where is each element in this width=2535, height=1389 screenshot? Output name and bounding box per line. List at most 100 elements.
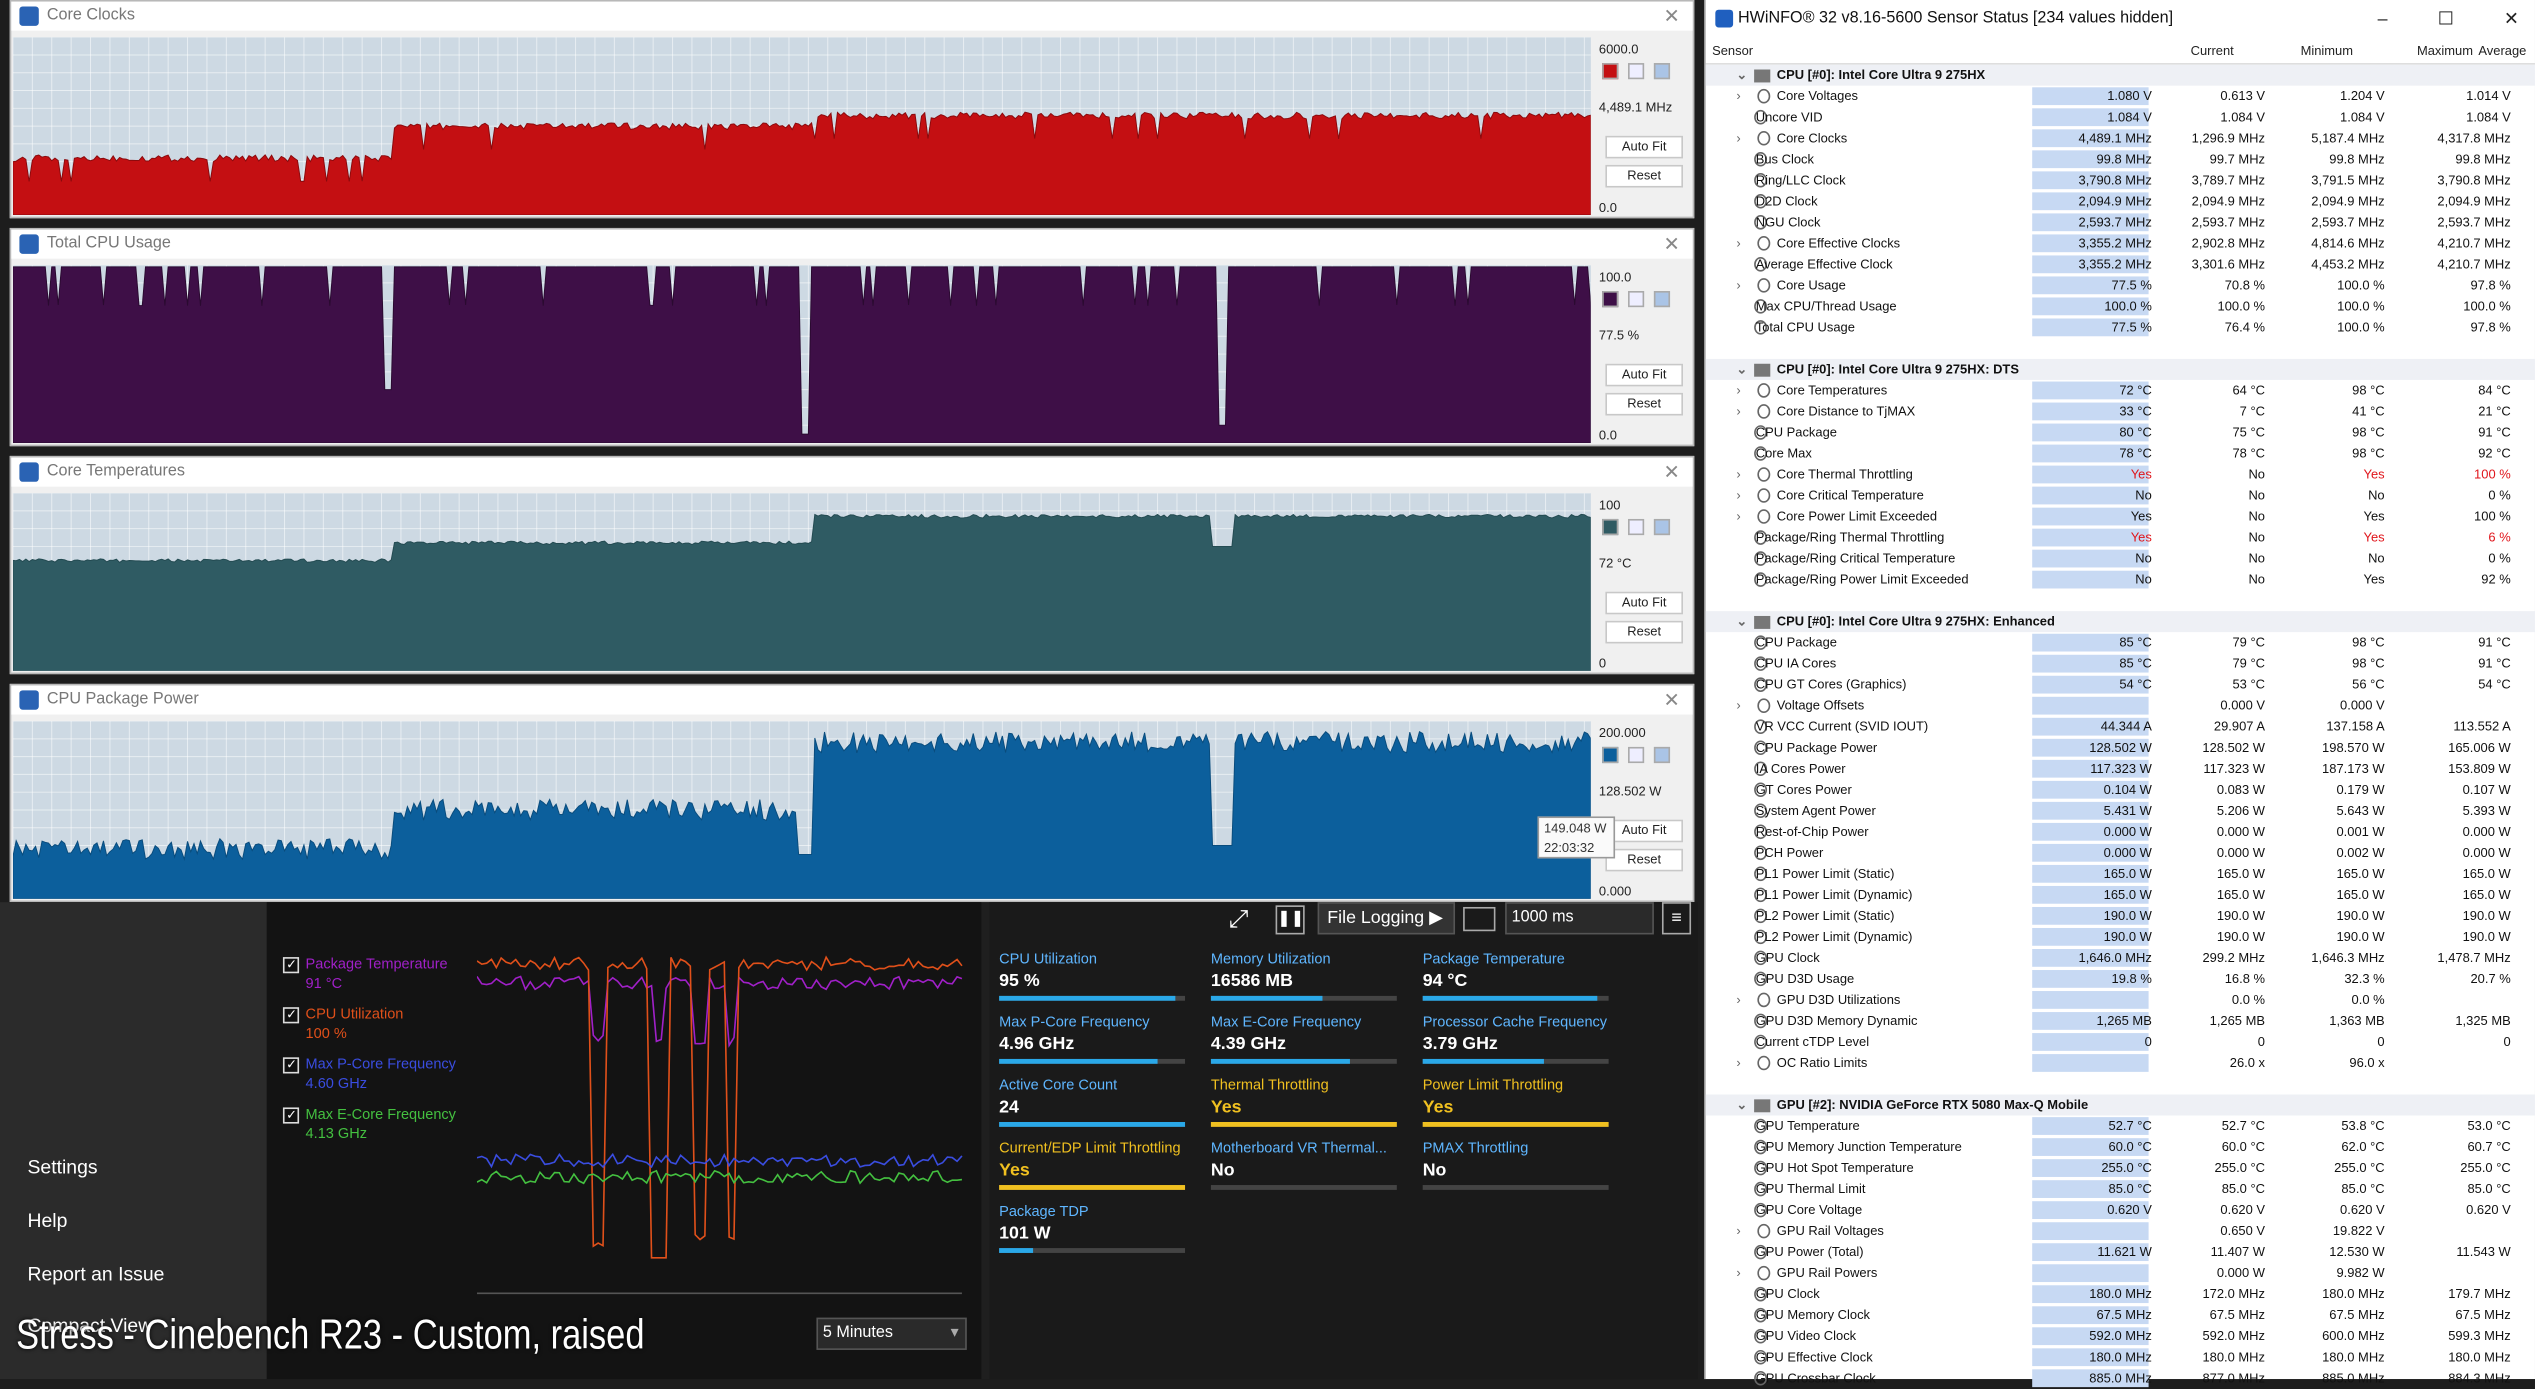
graph-color-swatch[interactable] [1602,518,1619,536]
sensor-row[interactable]: Current cTDP Level 0 0 0 0 [1706,1031,2535,1052]
window-controls[interactable]: – ☐ ✕ [2377,9,2519,30]
sensor-section-header[interactable]: ⌄ GPU [#2]: NVIDIA GeForce RTX 5080 Max-Q… [1705,1094,2535,1116]
graph-color-swatch[interactable] [1602,746,1619,764]
legend-checkbox[interactable] [282,1007,300,1024]
sensor-row[interactable]: Ring/LLC Clock 3,790.8 MHz 3,789.7 MHz 3,79… [1706,170,2535,191]
folder-icon[interactable] [1463,906,1496,932]
graph-window-3[interactable]: Core Temperatures ✕ 100 72 °C Auto Fit Re… [9,455,1695,675]
col-minimum[interactable]: Minimum [2300,43,2354,59]
collapse-icon[interactable]: ⌄ [1736,362,1748,377]
sensor-row[interactable]: Package/Ring Power Limit Exceeded No No Yes… [1706,569,2535,590]
legend-checkbox[interactable] [282,1107,300,1124]
time-range-select[interactable]: 5 Minutes ▾ [816,1317,967,1350]
sensor-row[interactable]: System Agent Power 5.431 W 5.206 W 5.643 W 5… [1706,800,2535,821]
graph-grid-swatch[interactable] [1653,63,1671,80]
sensor-row[interactable]: GPU Clock 1,646.0 MHz 299.2 MHz 1,646.3 MHz… [1706,947,2535,968]
reset-button[interactable]: Reset [1605,164,1683,188]
expand-icon[interactable]: › [1736,236,1741,251]
close-icon[interactable]: ✕ [1663,460,1680,484]
graph-color-swatch[interactable] [1602,291,1619,308]
sensor-row[interactable]: Uncore VID 1.084 V 1.084 V 1.084 V 1.084 V [1706,107,2535,128]
auto-fit-button[interactable]: Auto Fit [1605,135,1683,159]
expand-icon[interactable]: › [1736,488,1741,503]
sensor-section-header[interactable]: ⌄ CPU [#0]: Intel Core Ultra 9 275HX [1705,64,2535,86]
graph-bg-swatch[interactable] [1628,63,1645,80]
expand-icon[interactable]: › [1736,467,1741,482]
sensor-row[interactable]: PL2 Power Limit (Dynamic) 190.0 W 190.0 W 1… [1706,926,2535,947]
reset-button[interactable]: Reset [1605,392,1683,416]
metric-tile[interactable]: Active Core Count 24 [999,1077,1186,1127]
metric-tile[interactable]: Memory Utilization 16586 MB [1210,951,1397,1001]
sensor-row[interactable]: › Core Effective Clocks 3,355.2 MHz 2,902.8… [1706,233,2535,254]
close-icon[interactable]: ✕ [1663,232,1680,256]
expand-icon[interactable]: › [1736,698,1741,713]
sensor-row[interactable]: › GPU Rail Powers 0.000 W 9.982 W [1706,1263,2535,1284]
sensor-row[interactable]: › GPU D3D Utilizations 0.0 % 0.0 % [1706,989,2535,1010]
metric-tile[interactable]: Processor Cache Frequency 3.79 GHz [1422,1014,1609,1064]
sensor-row[interactable]: CPU IA Cores 85 °C 79 °C 98 °C 91 °C [1706,653,2535,674]
legend-checkbox[interactable] [282,1057,300,1074]
sensor-section-header[interactable]: ⌄ CPU [#0]: Intel Core Ultra 9 275HX: Enh… [1705,611,2535,633]
sensor-row[interactable]: Average Effective Clock 3,355.2 MHz 3,301.… [1706,254,2535,275]
sensor-row[interactable]: GPU D3D Memory Dynamic 1,265 MB 1,265 MB 1,… [1706,1010,2535,1031]
sensor-row[interactable]: › Core Distance to TjMAX 33 °C 7 °C 41 °C 21 … [1706,401,2535,422]
graph-bg-swatch[interactable] [1628,291,1645,308]
metric-tile[interactable]: Package TDP 101 W [999,1203,1186,1253]
file-logging-button[interactable]: File Logging ▶ [1317,902,1456,935]
sensor-row[interactable]: GPU Memory Junction Temperature 60.0 °C 60… [1706,1137,2535,1158]
collapse-icon[interactable]: ⌄ [1736,1097,1748,1113]
sensor-row[interactable]: GPU Core Voltage 0.620 V 0.620 V 0.620 V 0.6… [1706,1200,2535,1221]
sensor-row[interactable]: › Core Thermal Throttling Yes No Yes 100 % [1706,464,2535,485]
sensor-row[interactable]: › Core Power Limit Exceeded Yes No Yes 100 % [1706,506,2535,527]
sensor-row[interactable]: › GPU Rail Voltages 0.650 V 19.822 V [1706,1221,2535,1242]
col-maximum[interactable]: Maximum [2416,43,2474,59]
sensor-row[interactable]: GPU Memory Clock 67.5 MHz 67.5 MHz 67.5 MHz… [1706,1305,2535,1326]
col-current[interactable]: Current [2190,43,2234,59]
sensor-row[interactable]: GPU Thermal Limit 85.0 °C 85.0 °C 85.0 °C 85… [1706,1179,2535,1200]
metric-tile[interactable]: CPU Utilization 95 % [999,951,1186,1001]
sensor-row[interactable]: Package/Ring Critical Temperature No No No 0… [1706,548,2535,569]
metric-tile[interactable]: PMAX Throttling No [1422,1140,1609,1190]
expand-icon[interactable]: ⤢ [1228,905,1249,933]
sensor-row[interactable]: › Core Critical Temperature No No No 0 % [1706,485,2535,506]
graph-window-2[interactable]: Total CPU Usage ✕ 100.0 77.5 % Auto Fit R… [9,227,1695,447]
graph-window-1[interactable]: Core Clocks ✕ 6000.0 4,489.1 MHz Auto Fit… [9,0,1695,219]
sensor-row[interactable]: Package/Ring Thermal Throttling Yes No Yes 6… [1706,527,2535,548]
graph-grid-swatch[interactable] [1653,291,1671,308]
sensor-row[interactable]: PL1 Power Limit (Dynamic) 165.0 W 165.0 W 1… [1706,884,2535,905]
sensor-row[interactable]: CPU Package Power 128.502 W 128.502 W 198.5… [1706,737,2535,758]
sensor-row[interactable]: GPU D3D Usage 19.8 % 16.8 % 32.3 % 20.7 % [1706,968,2535,989]
expand-icon[interactable]: › [1736,1055,1741,1071]
sensor-row[interactable]: GPU Effective Clock 180.0 MHz 180.0 MHz 180… [1706,1347,2535,1368]
reset-button[interactable]: Reset [1605,848,1683,872]
auto-fit-button[interactable]: Auto Fit [1605,591,1683,615]
graph-grid-swatch[interactable] [1653,518,1671,536]
sensor-row[interactable]: Core Max 78 °C 78 °C 98 °C 92 °C [1706,443,2535,464]
sensor-row[interactable]: › Core Temperatures 72 °C 64 °C 98 °C 84 °C [1706,380,2535,401]
expand-icon[interactable]: › [1736,1223,1741,1239]
expand-icon[interactable]: › [1736,992,1741,1008]
sensor-row[interactable]: PL2 Power Limit (Static) 190.0 W 190.0 W 19… [1706,905,2535,926]
metric-tile[interactable]: Thermal Throttling Yes [1210,1077,1397,1127]
reset-button[interactable]: Reset [1605,620,1683,644]
sensor-row[interactable]: IA Cores Power 117.323 W 117.323 W 187.173 … [1706,758,2535,779]
nav-help[interactable]: Help [27,1209,68,1232]
sensor-row[interactable]: Max CPU/Thread Usage 100.0 % 100.0 % 100.0 … [1706,296,2535,317]
sensor-row[interactable]: CPU Package 80 °C 75 °C 98 °C 91 °C [1706,422,2535,443]
sensor-section-header[interactable]: ⌄ CPU [#0]: Intel Core Ultra 9 275HX: DTS [1705,358,2535,380]
graph-bg-swatch[interactable] [1628,518,1645,536]
sensor-row[interactable]: D2D Clock 2,094.9 MHz 2,094.9 MHz 2,094.9 M… [1706,191,2535,212]
expand-icon[interactable]: › [1736,509,1741,524]
expand-icon[interactable]: › [1736,404,1741,419]
sensor-row[interactable]: PL1 Power Limit (Static) 165.0 W 165.0 W 16… [1706,863,2535,884]
collapse-icon[interactable]: ⌄ [1736,614,1748,629]
graph-color-swatch[interactable] [1602,63,1619,80]
metric-tile[interactable]: Current/EDP Limit Throttling Yes [999,1140,1186,1190]
sensor-row[interactable]: GPU Temperature 52.7 °C 52.7 °C 53.8 °C 53.0… [1706,1116,2535,1137]
auto-fit-button[interactable]: Auto Fit [1605,363,1683,387]
sensor-row[interactable]: Bus Clock 99.8 MHz 99.7 MHz 99.8 MHz 99.8 MH… [1706,149,2535,170]
expand-icon[interactable]: › [1736,383,1741,398]
sensor-row[interactable]: Rest-of-Chip Power 0.000 W 0.000 W 0.001 W 0… [1706,821,2535,842]
metric-tile[interactable]: Power Limit Throttling Yes [1422,1077,1609,1127]
col-sensor[interactable]: Sensor [1712,43,1754,59]
